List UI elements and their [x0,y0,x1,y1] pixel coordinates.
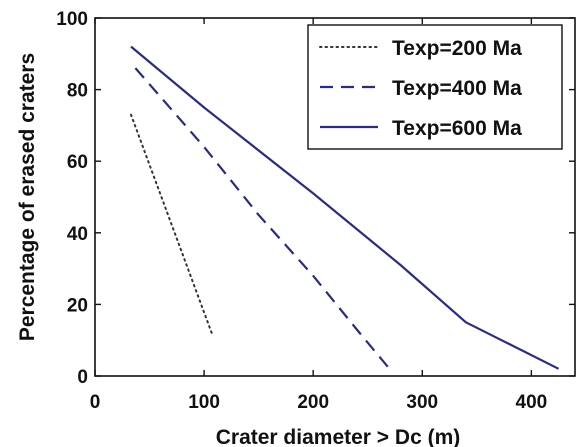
x-tick-label-3: 300 [406,392,438,413]
legend: Texp=200 Ma Texp=400 Ma Texp=600 Ma [307,24,563,150]
series-line-3 [130,45,560,370]
x-axis-label: Crater diameter > Dc (m) [216,426,461,447]
axis-ticks [94,17,575,377]
x-tick-label-1: 100 [188,392,220,413]
series-line-2 [134,67,391,370]
tick-labels: 0 100 200 300 400 0 20 40 60 80 100 [56,9,547,413]
y-tick-label-1: 20 [67,295,88,316]
series-line-1 [130,113,213,334]
y-tick-label-0: 0 [77,367,88,388]
legend-label-2: Texp=400 Ma [392,77,522,100]
y-tick-label-3: 60 [67,152,88,173]
legend-label-3: Texp=600 Ma [392,117,522,140]
y-axis-label: Percentage of erased craters [16,53,39,341]
x-tick-label-0: 0 [90,392,101,413]
x-tick-label-2: 200 [297,392,329,413]
series-lines [130,45,560,370]
x-tick-label-4: 400 [516,392,548,413]
y-tick-label-4: 80 [67,81,88,102]
legend-label-1: Texp=200 Ma [392,37,522,60]
y-tick-label-5: 100 [56,9,88,30]
y-tick-label-2: 40 [67,224,88,245]
